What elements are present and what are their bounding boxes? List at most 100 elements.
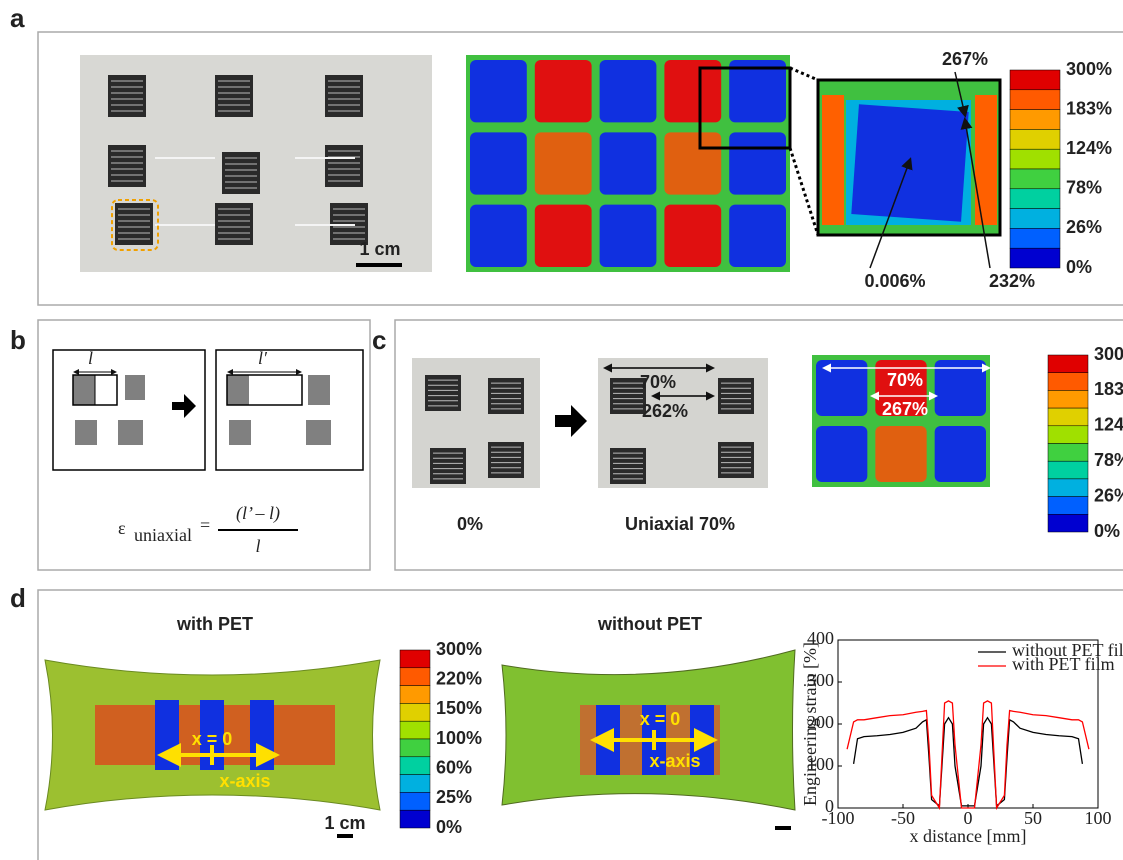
fea-cell	[664, 132, 721, 194]
fea-cell	[535, 60, 592, 122]
colorbar-label: 78%	[1066, 178, 1102, 198]
fea-cell	[470, 205, 527, 267]
dimension-label: 267%	[882, 399, 928, 419]
colorbar-label: 25%	[436, 787, 472, 807]
formula: ε	[118, 518, 126, 538]
pad	[75, 420, 97, 445]
zoom-region	[822, 95, 844, 225]
formula: =	[200, 515, 210, 535]
pad	[73, 375, 95, 405]
series-line	[847, 701, 1089, 808]
fea-cell	[600, 205, 657, 267]
colorbar-band	[1010, 248, 1060, 268]
annotation: 232%	[989, 271, 1035, 291]
fea-cell	[729, 205, 786, 267]
y-axis-title: Engineering strain [%]	[800, 642, 820, 806]
fea-cell	[875, 426, 926, 482]
colorbar-band	[400, 703, 430, 721]
zoom-region	[975, 95, 997, 225]
symbol: l	[88, 348, 93, 368]
pad	[306, 420, 331, 445]
colorbar-label: 60%	[436, 757, 472, 777]
colorbar-band	[400, 810, 430, 828]
pad	[118, 420, 143, 445]
colorbar-band	[1048, 408, 1088, 426]
colorbar-label: 150%	[436, 698, 482, 718]
x-tick-label: 100	[1085, 808, 1112, 828]
annotation: x-axis	[219, 771, 270, 791]
panel-label: c	[372, 325, 386, 355]
colorbar-label: 300%	[1066, 59, 1112, 79]
colorbar-label: 124%	[1094, 415, 1123, 435]
fea-cell	[664, 205, 721, 267]
colorbar-label: 78%	[1094, 450, 1123, 470]
colorbar-band	[1010, 189, 1060, 209]
figure: a b c d 1 cm 267% 0.006% 232% l l′ ε uni…	[0, 0, 1123, 860]
x-tick-label: 50	[1024, 808, 1042, 828]
fea-cell	[470, 132, 527, 194]
zoom-line	[790, 68, 818, 80]
fea-cell	[155, 700, 179, 770]
scale-label: 1 cm	[324, 813, 365, 833]
arrow	[555, 405, 587, 437]
legend-label: with PET film	[1012, 654, 1115, 674]
fea-cell	[250, 700, 274, 770]
colorbar-band	[1048, 444, 1088, 462]
zoom-region	[851, 104, 968, 221]
colorbar-label: 26%	[1066, 217, 1102, 237]
pad	[227, 375, 249, 405]
annotation: x-axis	[649, 751, 700, 771]
colorbar-band	[1048, 497, 1088, 515]
subtitle: with PET	[176, 614, 253, 634]
x-axis-title: x distance [mm]	[910, 826, 1027, 846]
x-tick-label: -100	[822, 808, 855, 828]
x-tick-label: -50	[891, 808, 915, 828]
annotation: x = 0	[640, 709, 681, 729]
fea-cell	[470, 60, 527, 122]
dimension-label: 262%	[642, 401, 688, 421]
caption: Uniaxial 70%	[625, 514, 735, 534]
formula: l	[255, 536, 260, 556]
colorbar-label: 183%	[1066, 98, 1112, 118]
colorbar-label: 300%	[1094, 344, 1123, 364]
colorbar-band	[400, 721, 430, 739]
colorbar-label: 0%	[1094, 521, 1120, 541]
fea-cell	[600, 132, 657, 194]
colorbar-band	[1010, 228, 1060, 248]
colorbar-band	[1048, 355, 1088, 373]
scale-label: 1 cm	[359, 239, 400, 259]
colorbar-band	[1048, 479, 1088, 497]
colorbar-band	[1048, 390, 1088, 408]
annotation: 0.006%	[864, 271, 925, 291]
pad	[95, 375, 117, 405]
colorbar-band	[1010, 110, 1060, 130]
annotation: 267%	[942, 49, 988, 69]
colorbar-band	[400, 792, 430, 810]
colorbar-band	[1048, 426, 1088, 444]
dimension-label: 70%	[887, 370, 923, 390]
subtitle: without PET	[597, 614, 702, 634]
colorbar-band	[1010, 149, 1060, 169]
fea-cell	[729, 132, 786, 194]
dimension-label: 70%	[640, 372, 676, 392]
panel-label: b	[10, 325, 26, 355]
pad	[229, 420, 251, 445]
pad	[308, 375, 330, 405]
colorbar-band	[400, 686, 430, 704]
pad	[125, 375, 145, 400]
colorbar-band	[1010, 209, 1060, 229]
colorbar-label: 183%	[1094, 379, 1123, 399]
fea-cell	[535, 132, 592, 194]
colorbar-label: 0%	[436, 817, 462, 837]
caption: 0%	[457, 514, 483, 534]
colorbar-label: 124%	[1066, 138, 1112, 158]
formula: uniaxial	[134, 525, 192, 545]
colorbar-band	[1010, 169, 1060, 189]
colorbar-band	[1048, 373, 1088, 391]
colorbar-label: 0%	[1066, 257, 1092, 277]
x-tick-label: 0	[964, 808, 973, 828]
fea-cell	[600, 60, 657, 122]
fea-map	[466, 55, 790, 272]
annotation: x = 0	[192, 729, 233, 749]
colorbar-band	[400, 739, 430, 757]
